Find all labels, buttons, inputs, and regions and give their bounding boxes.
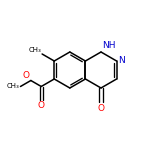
Text: NH: NH: [102, 41, 116, 50]
Text: N: N: [119, 56, 125, 65]
Text: O: O: [38, 102, 45, 111]
Text: CH₃: CH₃: [28, 47, 41, 53]
Text: O: O: [23, 71, 30, 79]
Text: O: O: [97, 104, 105, 113]
Text: CH₃: CH₃: [7, 83, 19, 90]
